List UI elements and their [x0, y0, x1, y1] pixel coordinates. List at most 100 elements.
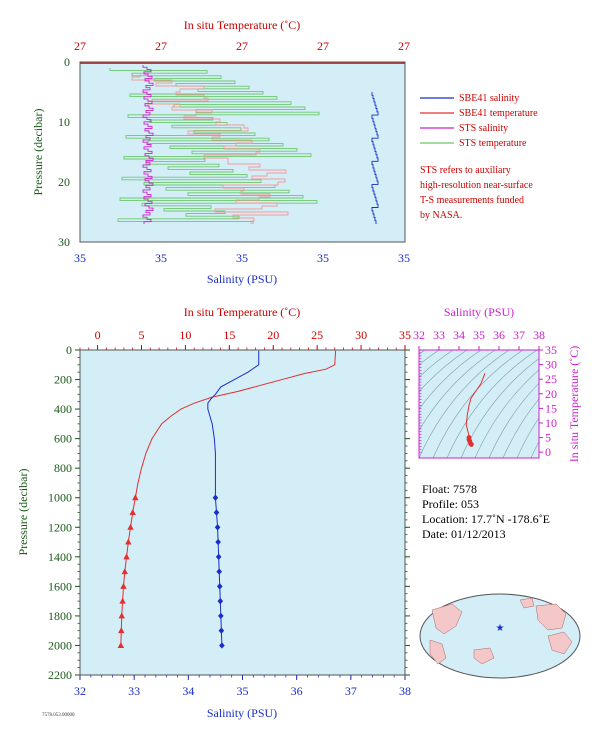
salinity-tick-label: 34	[182, 684, 194, 698]
ts-salinity-tick-label: 38	[533, 328, 545, 342]
legend-label-sts-salinity: STS salinity	[459, 123, 508, 134]
temperature-marker	[118, 612, 125, 619]
map-landmass	[473, 647, 495, 665]
pressure-tick-label: 2200	[48, 668, 72, 682]
temperature-marker	[119, 597, 126, 604]
salinity-tick-label: 35	[237, 684, 249, 698]
temperature-marker	[120, 582, 127, 589]
map-landmass	[547, 631, 573, 655]
near-surface-y-axis-label: Pressure (decibar)	[31, 109, 45, 196]
density-contour	[530, 440, 539, 458]
float-info: Float: 7578 Profile: 053 Location: 17.7˚…	[422, 482, 550, 541]
density-contour	[419, 350, 440, 366]
legend-note-line: T-S measurements funded	[420, 195, 524, 206]
pressure-tick-label: 0	[66, 343, 72, 357]
near-surface-top-tick-label: 27	[236, 39, 248, 53]
full-depth-y-axis-label: Pressure (decibar)	[16, 469, 30, 556]
ts-density-contours	[419, 350, 539, 458]
near-surface-y-tick-label: 0	[64, 55, 70, 69]
full-depth-top-axis-label: In situ Temperature (˚C)	[184, 305, 301, 319]
legend-label-sbe41-salinity: SBE41 salinity	[459, 93, 519, 104]
near-surface-top-tick-label: 27	[74, 39, 86, 53]
ts-temperature-tick-label: 15	[545, 401, 557, 415]
legend-label-sts-temperature: STS temperature	[459, 138, 527, 149]
full-depth-bottom-axis-label: Salinity (PSU)	[207, 706, 277, 720]
pressure-tick-label: 2000	[48, 638, 72, 652]
salinity-tick-label: 37	[345, 684, 357, 698]
ts-point	[466, 435, 472, 440]
near-surface-y-tick-label: 30	[58, 235, 70, 249]
pressure-tick-label: 600	[54, 432, 72, 446]
salinity-marker	[216, 583, 223, 590]
temperature-marker	[125, 538, 132, 545]
ts-salinity-tick-label: 37	[513, 328, 525, 342]
temperature-marker	[118, 627, 125, 634]
salinity-marker	[217, 597, 224, 605]
salinity-marker	[218, 612, 224, 620]
legend-note-line: high-resolution near-surface	[420, 180, 533, 191]
temperature-marker	[129, 509, 136, 515]
near-surface-y-tick-label: 10	[58, 115, 70, 129]
ts-top-axis-label: Salinity (PSU)	[444, 305, 514, 319]
float-location-marker: ★	[496, 623, 505, 634]
near-surface-y-tick-label: 20	[58, 175, 70, 189]
ts-temperature-tick-label: 5	[545, 431, 551, 445]
salinity-marker	[216, 568, 223, 575]
salinity-tick-label: 33	[128, 684, 140, 698]
map-landmass	[535, 603, 567, 631]
temperature-marker	[121, 568, 128, 575]
pressure-tick-label: 200	[54, 373, 72, 387]
salinity-marker	[214, 524, 221, 531]
salinity-marker	[213, 509, 220, 516]
full-depth-y-tick-labels: 0 200 400 600 800 1000 1200 1400 1600 1800 2000 220…	[48, 343, 72, 682]
ts-salinity-tick-label: 33	[433, 328, 445, 342]
salinity-marker	[212, 494, 219, 501]
pressure-tick-label: 800	[54, 461, 72, 475]
near-surface-top-tick-label: 27	[398, 39, 410, 53]
density-contour	[446, 350, 538, 458]
ts-trace	[465, 373, 486, 447]
near-surface-bottom-axis-label: Salinity (PSU)	[207, 272, 277, 286]
density-contour	[419, 350, 510, 458]
full-depth-top-tick-labels: 0 5 10 15 20 25 30 35	[95, 328, 411, 342]
temperature-tick-label: 35	[399, 328, 411, 342]
near-surface-bottom-tick-label: 35	[236, 251, 248, 265]
near-surface-frame	[79, 61, 406, 243]
full-depth-panel: In situ Temperature (˚C) 0 5 10 15 20 25 30 35 …	[16, 305, 411, 720]
salinity-tick-label: 32	[74, 684, 86, 698]
salinity-marker	[218, 627, 225, 634]
salinity-tick-label: 38	[399, 684, 411, 698]
temperature-tick-label: 0	[95, 328, 101, 342]
sbe41-temperature-line	[131, 74, 289, 224]
temperature-tick-label: 20	[267, 328, 279, 342]
temperature-marker	[123, 553, 130, 560]
ts-temperature-tick-label: 10	[545, 416, 557, 430]
full-depth-bottom-tick-labels: 32 33 34 35 36 37 38	[74, 684, 411, 698]
profile-number: Profile: 053	[422, 497, 479, 511]
density-contour	[502, 398, 539, 458]
full-depth-frame	[79, 349, 406, 676]
full-depth-traces	[117, 350, 337, 649]
pressure-tick-label: 400	[54, 402, 72, 416]
salinity-marker	[215, 538, 221, 546]
legend-note-line: by NASA.	[420, 210, 462, 221]
near-surface-top-axis-label: In situ Temperature (˚C)	[184, 18, 301, 32]
ts-right-axis-label: In situ Temperature (˚C)	[567, 346, 581, 463]
full-depth-plot-area	[80, 350, 405, 675]
ts-top-tick-labels: 32 33 34 35 36 37 38	[413, 328, 545, 350]
temperature-tick-label: 30	[355, 328, 367, 342]
map-landmass	[431, 603, 463, 635]
temperature-marker	[117, 641, 125, 648]
location: Location: 17.7˚N -178.6˚E	[422, 512, 550, 526]
ts-temperature-tick-label: 35	[545, 343, 557, 357]
map-landmass	[429, 639, 447, 665]
near-surface-bottom-tick-label: 35	[398, 251, 410, 265]
date: Date: 01/12/2013	[422, 527, 506, 541]
salinity-marker	[215, 553, 222, 561]
density-contour	[419, 350, 496, 432]
near-surface-bottom-tick-label: 35	[74, 251, 86, 265]
near-surface-legend: SBE41 salinity SBE41 temperature STS sal…	[420, 93, 538, 221]
temperature-marker	[132, 494, 139, 501]
temperature-tick-label: 15	[223, 328, 235, 342]
ts-salinity-tick-label: 36	[493, 328, 505, 342]
